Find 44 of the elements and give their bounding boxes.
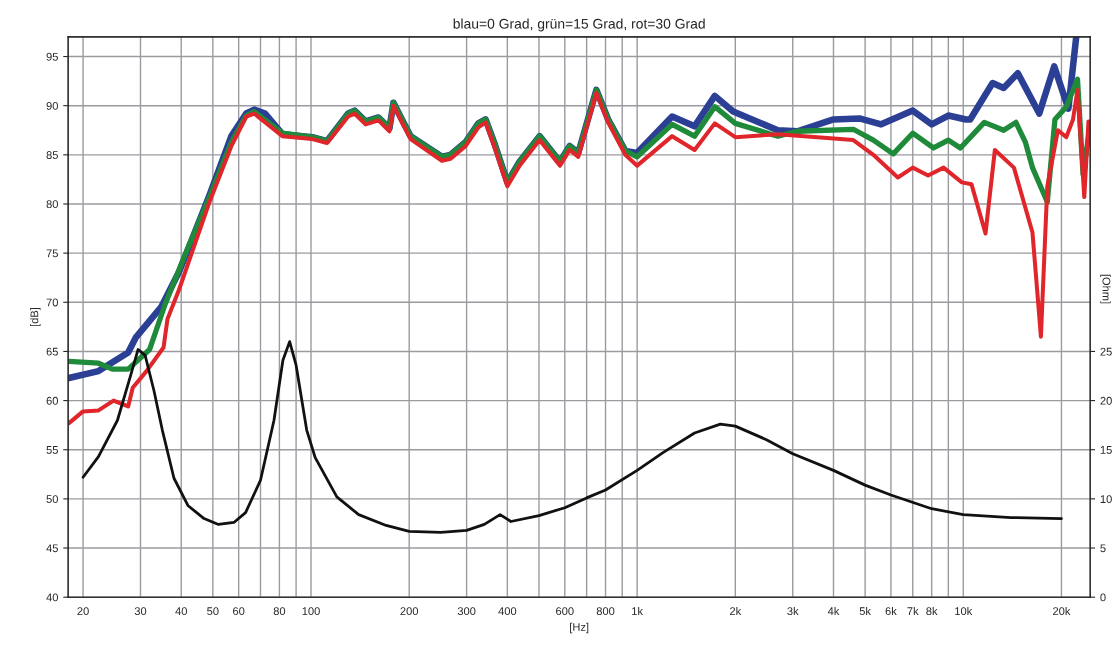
x-tick-label: 600 — [556, 607, 574, 616]
y2-tick-label: 15 — [1100, 446, 1112, 454]
x-tick-label: 5k — [859, 606, 871, 616]
y-tick-label: 45 — [46, 544, 58, 553]
y-tick-label: 40 — [46, 593, 58, 602]
x-tick-label: 20 — [77, 607, 89, 616]
x-tick-label: 8k — [926, 606, 938, 616]
x-axis-title: [Hz] — [570, 622, 589, 634]
y2-tick-label: 5 — [1100, 544, 1106, 553]
x-tick-label: 4k — [827, 606, 840, 615]
y-tick-label: 95 — [46, 52, 58, 61]
y-tick-label: 85 — [46, 151, 58, 159]
y2-axis-title: [Ohm] — [1100, 274, 1111, 304]
x-tick-label: 60 — [233, 607, 245, 616]
y-tick-label: 65 — [46, 347, 58, 356]
x-tick-label: 7k — [907, 606, 919, 615]
x-tick-label: 400 — [498, 607, 517, 616]
y2-tick-label: 0 — [1100, 593, 1106, 602]
x-tick-label: 30 — [134, 607, 147, 616]
x-tick-label: 10k — [955, 606, 973, 616]
y-tick-label: 55 — [46, 446, 58, 454]
x-tick-label: 800 — [596, 607, 615, 616]
x-tick-label: 300 — [457, 607, 476, 616]
y-tick-label: 70 — [46, 298, 58, 307]
x-tick-label: 2k — [730, 606, 742, 615]
x-tick-label: 6k — [885, 606, 897, 616]
y2-tick-label: 10 — [1100, 495, 1112, 504]
y-tick-label: 90 — [46, 101, 58, 110]
x-tick-label: 80 — [273, 607, 286, 616]
x-tick-label: 20k — [1053, 606, 1071, 616]
y2-tick-label: 20 — [1100, 396, 1112, 405]
chart-title: blau=0 Grad, grün=15 Grad, rot=30 Grad — [453, 18, 705, 32]
x-tick-label: 40 — [175, 607, 187, 616]
y-tick-label: 80 — [46, 200, 58, 209]
y2-tick-label: 25 — [1100, 347, 1112, 356]
x-tick-label: 1k — [632, 606, 644, 615]
y-tick-label: 60 — [46, 396, 58, 405]
x-tick-label: 100 — [302, 607, 320, 616]
y-tick-label: 75 — [46, 249, 58, 258]
x-tick-label: 3k — [787, 606, 799, 616]
y-tick-label: 50 — [46, 495, 58, 504]
x-tick-label: 200 — [400, 607, 419, 616]
y-axis-title: [dB] — [30, 307, 41, 327]
x-tick-label: 50 — [207, 607, 219, 616]
